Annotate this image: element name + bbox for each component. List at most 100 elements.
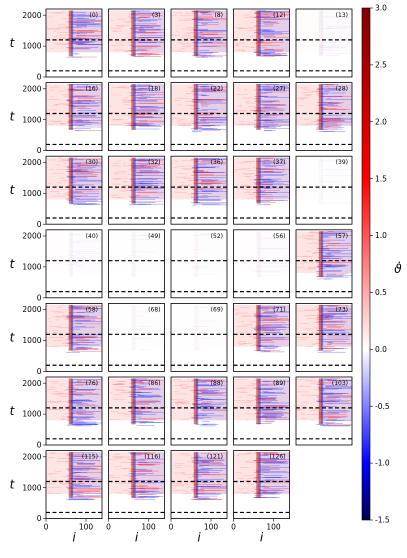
heat-column [319,158,322,204]
panel: (58) 0 1000 2000 [22,302,103,376]
panel: (27) [233,82,290,151]
panel-label: (12) [273,12,285,19]
panel-frame [45,8,103,78]
heat-streaks [317,157,352,204]
heat-column [321,231,324,278]
heat-column [256,378,260,425]
panel-frame [295,229,353,299]
panel-label: (36) [211,159,223,166]
panel-label: (121) [207,454,223,461]
panel-background [171,377,227,445]
heat-streaks [191,307,224,349]
heat-column [133,10,136,57]
y-tick-label: 0 [37,73,42,82]
panel-label: (56) [273,233,285,240]
heat-column [131,157,135,204]
colorbar-tick-label: -0.5 [375,402,390,411]
heat-column [256,231,260,278]
heat-column [196,378,199,425]
panel-label: (52) [211,233,223,240]
heat-column [193,157,197,204]
heat-band [46,304,102,347]
heat-column [71,231,74,278]
y-tick-label: 1000 [22,336,41,345]
heat-column [133,157,136,204]
heat-column [256,304,260,351]
y-tick-label: 2000 [22,11,41,20]
panel: (76) 0 1000 2000 [22,376,103,450]
panel-frame [170,376,228,446]
panel: (28) [295,82,353,151]
panel-label: (103) [332,380,348,387]
heat-column [258,10,261,57]
panel-frame [233,8,290,78]
heat-streaks [69,234,102,266]
heat-column [256,84,260,130]
colorbar-tick-label: -1.0 [375,459,390,468]
panel-frame [233,450,290,520]
panel-label: (58) [86,306,98,313]
panel-frame [108,376,165,446]
panel-label: (3) [152,12,161,19]
panel: (22) [170,82,228,151]
panel-label: (32) [148,159,160,166]
panel-label: (0) [90,12,99,19]
heat-column [68,157,72,204]
panel-frame [108,155,165,225]
heat-column [68,452,72,498]
heat-column [134,305,136,351]
y-axis-label: t [10,404,16,418]
heat-column [258,452,261,498]
heat-streaks [171,452,227,501]
colorbar-tick-label: 2.5 [375,60,387,69]
heat-streaks [110,158,165,205]
panel-frame [170,155,228,225]
panel-label: (89) [273,380,285,387]
panel-label: (73) [336,306,348,313]
heat-column [256,452,260,498]
panel-label: (13) [336,12,348,19]
panel-frame [170,229,228,299]
heat-column [71,378,74,425]
heat-streaks [109,378,165,426]
heat-column [131,84,135,130]
y-tick-label: 1000 [22,189,41,198]
x-tick-label: 100 [204,523,219,532]
y-tick-label: 0 [37,441,42,450]
heat-column [68,378,72,425]
panel-frame [295,376,353,446]
y-tick-label: 0 [37,514,42,523]
panel-frame [233,82,290,151]
heat-streaks [254,237,290,277]
y-tick-label: 1000 [22,42,41,51]
heat-column [134,231,136,277]
panel-background [46,377,102,445]
y-tick-label: 2000 [22,84,41,93]
panel-label: (76) [86,380,98,387]
colorbar-tick-label: 1.5 [375,174,387,183]
y-tick-label: 1000 [22,483,41,492]
panel: (39) [295,155,353,225]
panel: (40) 0 1000 2000 [22,229,103,302]
heat-column [131,10,135,57]
panel-frame [233,155,290,225]
heat-band [70,304,102,347]
y-tick-label: 2000 [22,379,41,388]
panel: (126) 0 100 [231,450,290,532]
heat-column [321,84,324,130]
panel-background [108,303,165,372]
heat-column [258,378,261,425]
panel-label: (126) [269,454,285,461]
heat-column [318,10,322,57]
heat-column [321,10,324,57]
panel-label: (71) [273,306,285,313]
heat-column [194,305,197,351]
panel-label: (8) [215,12,224,19]
y-axis-label: t [10,36,16,50]
y-axis-label: t [10,478,16,492]
panel-frame [233,302,290,372]
x-axis-label: i [260,531,264,545]
y-axis-label: t [10,257,16,271]
